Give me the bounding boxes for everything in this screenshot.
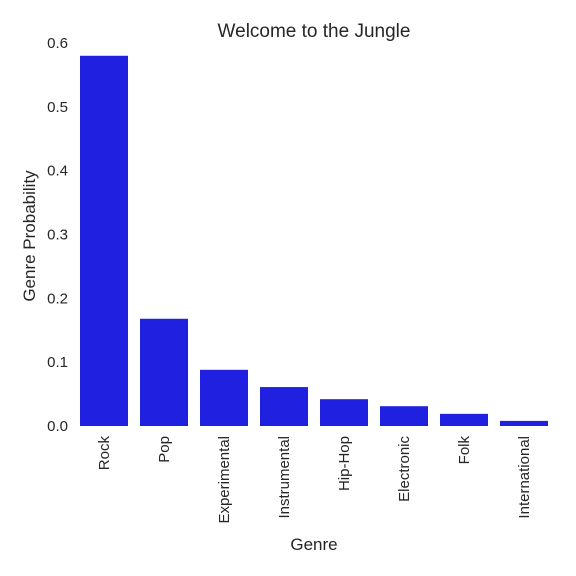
x-tick-label: Electronic [396,436,413,502]
x-tick-label: Pop [156,436,173,463]
x-tick-label: Experimental [216,436,233,524]
y-tick-label: 0.2 [47,290,68,307]
bar-hip-hop [320,399,368,426]
y-axis-ticks: 0.0 0.1 0.2 0.3 0.4 0.5 0.6 [47,35,68,435]
bar-electronic [380,406,428,426]
y-tick-label: 0.1 [47,354,68,371]
bar-instrumental [260,387,308,426]
bar-international [500,420,548,426]
bar-folk [440,413,488,426]
chart-title: Welcome to the Jungle [218,21,411,42]
x-axis-label: Genre [290,535,337,554]
bar-rock [80,55,128,427]
bar-pop [140,318,188,426]
x-tick-label: Folk [456,436,473,465]
y-tick-label: 0.4 [47,163,68,180]
y-axis-label: Genre Probability [20,170,39,302]
x-tick-label: International [516,436,533,519]
x-tick-label: Hip-Hop [336,436,353,491]
y-tick-label: 0.6 [47,35,68,52]
bars-group [80,55,548,427]
y-tick-label: 0.0 [47,418,68,435]
x-axis-ticks: Rock Pop Experimental Instrumental Hip-Hop El… [96,436,533,524]
y-tick-label: 0.5 [47,99,68,116]
x-tick-label: Rock [96,436,113,471]
y-tick-label: 0.3 [47,227,68,244]
x-tick-label: Instrumental [276,436,293,519]
bar-experimental [200,369,248,426]
